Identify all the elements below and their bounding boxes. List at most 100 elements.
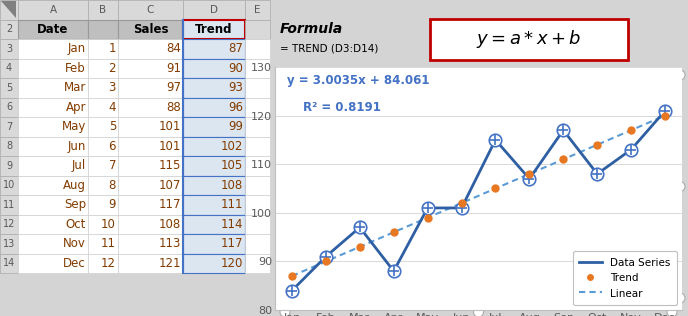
Text: 120: 120 bbox=[221, 257, 243, 270]
Text: 117: 117 bbox=[220, 237, 243, 250]
Bar bbox=[245, 58, 270, 78]
Text: Formula: Formula bbox=[280, 22, 343, 36]
Bar bbox=[183, 156, 245, 175]
Text: A: A bbox=[50, 5, 56, 15]
Bar bbox=[88, 175, 118, 195]
Bar bbox=[88, 234, 118, 253]
Bar bbox=[18, 20, 88, 39]
Text: E: E bbox=[255, 5, 261, 15]
Text: 12: 12 bbox=[101, 257, 116, 270]
Bar bbox=[0, 175, 18, 195]
Bar bbox=[0, 98, 18, 117]
Bar bbox=[0, 234, 18, 253]
Circle shape bbox=[667, 307, 677, 316]
Text: 4: 4 bbox=[109, 101, 116, 114]
Bar bbox=[118, 0, 183, 20]
Bar bbox=[245, 156, 270, 175]
Text: 8: 8 bbox=[6, 141, 12, 151]
Text: 99: 99 bbox=[228, 120, 243, 133]
Bar bbox=[0, 78, 18, 98]
Text: Trend: Trend bbox=[195, 23, 233, 36]
Text: 7: 7 bbox=[109, 159, 116, 172]
Bar bbox=[245, 117, 270, 137]
Text: 113: 113 bbox=[159, 237, 181, 250]
Bar bbox=[88, 78, 118, 98]
Text: Jan: Jan bbox=[68, 42, 86, 55]
Text: 105: 105 bbox=[221, 159, 243, 172]
Bar bbox=[0, 58, 18, 78]
Bar bbox=[183, 58, 245, 78]
Text: Sep: Sep bbox=[64, 198, 86, 211]
Text: 121: 121 bbox=[158, 257, 181, 270]
Text: 9: 9 bbox=[109, 198, 116, 211]
Bar bbox=[245, 253, 270, 273]
Text: 96: 96 bbox=[228, 101, 243, 114]
Bar bbox=[18, 58, 88, 78]
Bar bbox=[183, 20, 245, 39]
Bar bbox=[18, 78, 88, 98]
Text: 10: 10 bbox=[3, 180, 15, 190]
Bar bbox=[183, 215, 245, 234]
Text: Aug: Aug bbox=[63, 179, 86, 192]
Bar bbox=[183, 0, 245, 20]
Bar bbox=[183, 195, 245, 215]
Bar bbox=[88, 39, 118, 58]
Text: D: D bbox=[210, 5, 218, 15]
Bar bbox=[245, 234, 270, 253]
Bar bbox=[88, 195, 118, 215]
Bar bbox=[0, 156, 18, 175]
Bar bbox=[18, 0, 88, 20]
Text: 87: 87 bbox=[228, 42, 243, 55]
Text: 2: 2 bbox=[109, 62, 116, 75]
Bar bbox=[0, 117, 18, 137]
Text: Jul: Jul bbox=[72, 159, 86, 172]
Text: 108: 108 bbox=[221, 179, 243, 192]
Text: R² = 0.8191: R² = 0.8191 bbox=[303, 101, 381, 114]
Bar bbox=[18, 98, 88, 117]
Text: 111: 111 bbox=[220, 198, 243, 211]
Text: 7: 7 bbox=[6, 122, 12, 132]
Bar bbox=[0, 253, 18, 273]
Text: 97: 97 bbox=[166, 81, 181, 94]
Circle shape bbox=[473, 307, 484, 316]
Bar bbox=[0, 20, 18, 39]
Text: = TREND (D3:D14): = TREND (D3:D14) bbox=[280, 44, 378, 54]
Bar bbox=[88, 137, 118, 156]
Text: Oct: Oct bbox=[65, 218, 86, 231]
Bar bbox=[118, 175, 183, 195]
Bar bbox=[88, 156, 118, 175]
Bar bbox=[245, 195, 270, 215]
Text: 2: 2 bbox=[6, 24, 12, 34]
Bar bbox=[18, 234, 88, 253]
Text: C: C bbox=[147, 5, 154, 15]
Text: 10: 10 bbox=[101, 218, 116, 231]
Bar bbox=[18, 175, 88, 195]
Text: 8: 8 bbox=[109, 179, 116, 192]
Bar bbox=[183, 234, 245, 253]
Text: 117: 117 bbox=[158, 198, 181, 211]
Text: y = 3.0035x + 84.061: y = 3.0035x + 84.061 bbox=[287, 74, 430, 87]
Text: 3: 3 bbox=[6, 44, 12, 54]
Bar bbox=[118, 137, 183, 156]
Bar bbox=[18, 156, 88, 175]
Text: 90: 90 bbox=[228, 62, 243, 75]
Text: 4: 4 bbox=[6, 63, 12, 73]
Text: 11: 11 bbox=[101, 237, 116, 250]
Bar bbox=[0, 0, 18, 20]
Text: $y = a * x + b$: $y = a * x + b$ bbox=[476, 28, 582, 50]
Text: Date: Date bbox=[37, 23, 69, 36]
Bar bbox=[0, 215, 18, 234]
Text: Jun: Jun bbox=[67, 140, 86, 153]
Text: 12: 12 bbox=[3, 219, 15, 229]
Bar bbox=[245, 39, 270, 58]
Bar bbox=[18, 117, 88, 137]
Bar bbox=[118, 78, 183, 98]
Polygon shape bbox=[1, 1, 16, 17]
Bar bbox=[18, 253, 88, 273]
Text: Feb: Feb bbox=[65, 62, 86, 75]
Bar bbox=[88, 117, 118, 137]
Text: Apr: Apr bbox=[65, 101, 86, 114]
Bar bbox=[430, 19, 628, 59]
Text: 101: 101 bbox=[159, 140, 181, 153]
Text: Dec: Dec bbox=[63, 257, 86, 270]
